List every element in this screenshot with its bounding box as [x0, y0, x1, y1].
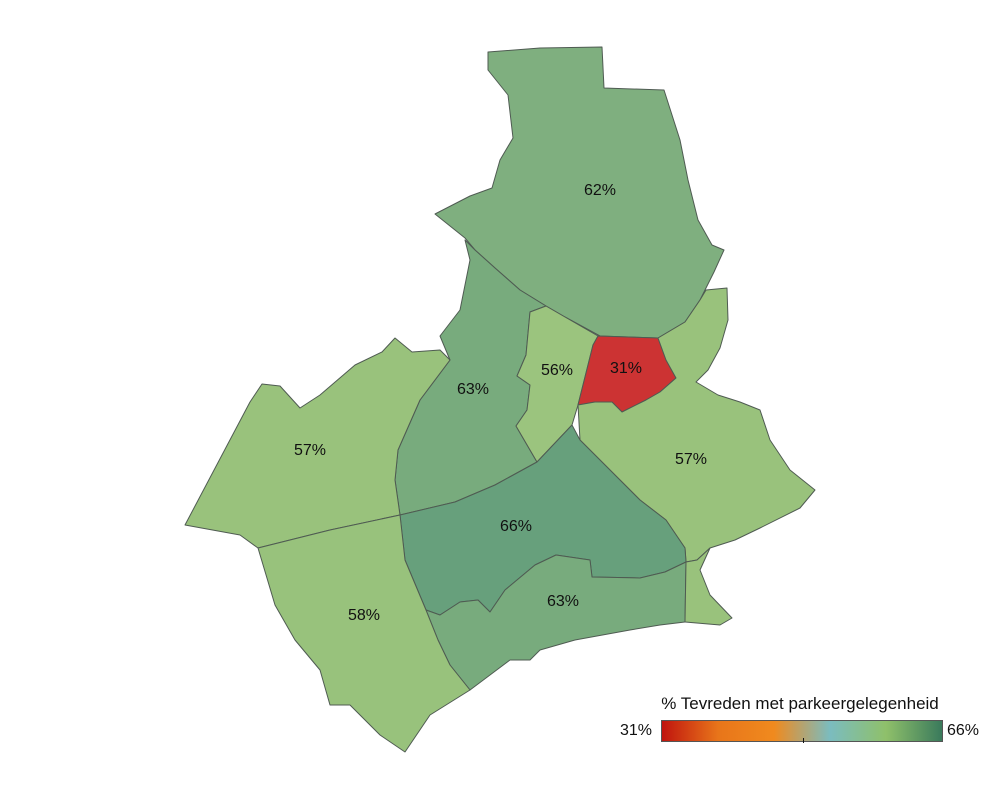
legend-tick — [803, 738, 804, 743]
legend-min-label: 31% — [620, 722, 653, 739]
label-south-east: 63% — [547, 593, 579, 610]
label-east: 57% — [675, 451, 707, 468]
label-center-narrow: 56% — [541, 362, 573, 379]
label-south-west: 58% — [348, 607, 380, 624]
label-south-center: 66% — [500, 518, 532, 535]
legend-title: % Tevreden met parkeergelegenheid — [661, 694, 939, 713]
label-west: 57% — [294, 442, 326, 459]
district-east-tail[interactable] — [684, 547, 733, 626]
label-center: 31% — [610, 360, 642, 377]
district-east[interactable] — [577, 287, 816, 563]
label-north: 62% — [584, 182, 616, 199]
legend-max-label: 66% — [947, 722, 980, 739]
district-south-west[interactable] — [257, 514, 471, 753]
legend-gradient-bar — [661, 720, 943, 742]
label-center-west: 63% — [457, 381, 489, 398]
